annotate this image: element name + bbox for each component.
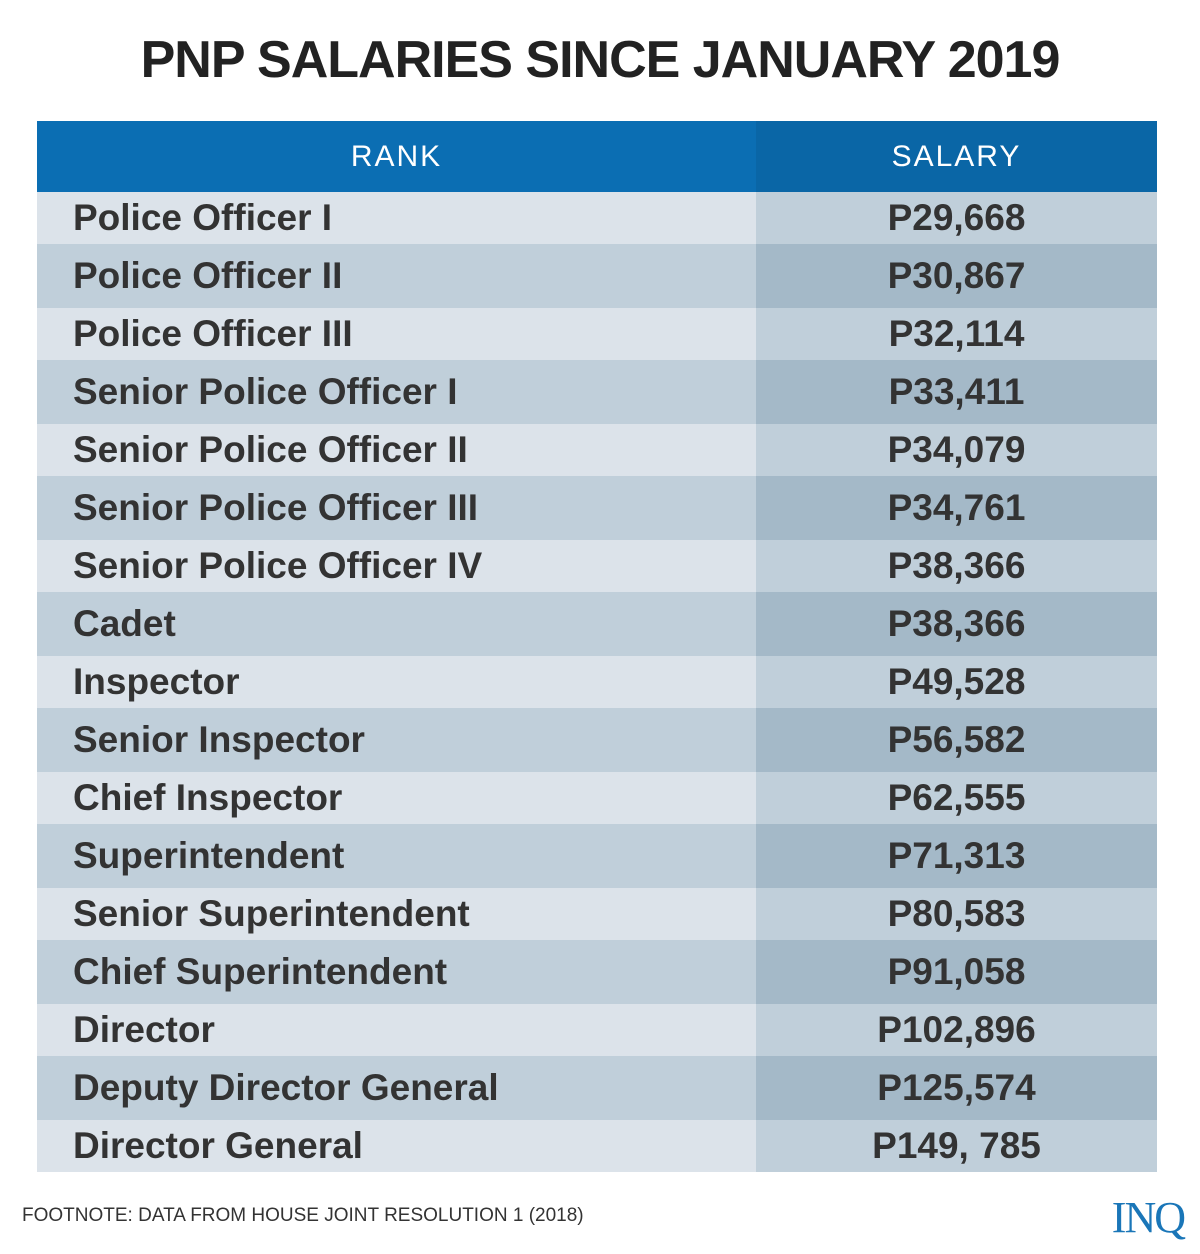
page-title: PNP SALARIES SINCE JANUARY 2019: [140, 31, 1061, 89]
rank-cell: Senior Police Officer II: [37, 424, 756, 476]
salary-cell: P102,896: [756, 1004, 1157, 1056]
table-row: Cadet P38,366: [37, 592, 1157, 656]
salary-table: RANK SALARY Police Officer I P29,668 Polic…: [37, 121, 1157, 1172]
table-row: Police Officer II P30,867: [37, 244, 1157, 308]
table-row: Senior Inspector P56,582: [37, 708, 1157, 772]
table-row: Senior Police Officer I P33,411: [37, 360, 1157, 424]
table-header: RANK SALARY: [37, 121, 1157, 192]
salary-cell: P80,583: [756, 888, 1157, 940]
salary-cell: P71,313: [756, 824, 1157, 888]
table-row: Chief Superintendent P91,058: [37, 940, 1157, 1004]
rank-cell: Chief Inspector: [37, 772, 756, 824]
footnote: FOOTNOTE: DATA FROM HOUSE JOINT RESOLUTI…: [22, 1205, 584, 1226]
rank-cell: Senior Inspector: [37, 708, 756, 772]
rank-cell: Deputy Director General: [37, 1056, 756, 1120]
table-row: Senior Police Officer IV P38,366: [37, 540, 1157, 592]
rank-cell: Police Officer II: [37, 244, 756, 308]
table-row: Chief Inspector P62,555: [37, 772, 1157, 824]
table-row: Inspector P49,528: [37, 656, 1157, 708]
rank-cell: Police Officer III: [37, 308, 756, 360]
column-header-salary: SALARY: [756, 121, 1157, 192]
table-row: Director General P149, 785: [37, 1120, 1157, 1172]
column-header-rank: RANK: [37, 121, 756, 192]
salary-cell: P30,867: [756, 244, 1157, 308]
rank-cell: Senior Police Officer IV: [37, 540, 756, 592]
table-row: Superintendent P71,313: [37, 824, 1157, 888]
rank-cell: Senior Police Officer III: [37, 476, 756, 540]
salary-cell: P38,366: [756, 540, 1157, 592]
salary-cell: P34,079: [756, 424, 1157, 476]
salary-cell: P62,555: [756, 772, 1157, 824]
salary-cell: P125,574: [756, 1056, 1157, 1120]
rank-cell: Director General: [37, 1120, 756, 1172]
rank-cell: Superintendent: [37, 824, 756, 888]
salary-cell: P38,366: [756, 592, 1157, 656]
table-row: Senior Police Officer II P34,079: [37, 424, 1157, 476]
salary-cell: P91,058: [756, 940, 1157, 1004]
rank-cell: Inspector: [37, 656, 756, 708]
rank-cell: Police Officer I: [37, 192, 756, 244]
table-row: Senior Superintendent P80,583: [37, 888, 1157, 940]
inq-logo: INQ: [1111, 1193, 1186, 1242]
rank-cell: Chief Superintendent: [37, 940, 756, 1004]
salary-cell: P49,528: [756, 656, 1157, 708]
table-body: Police Officer I P29,668 Police Officer II…: [37, 192, 1157, 1172]
salary-cell: P29,668: [756, 192, 1157, 244]
table-row: Director P102,896: [37, 1004, 1157, 1056]
salary-cell: P32,114: [756, 308, 1157, 360]
rank-cell: Cadet: [37, 592, 756, 656]
rank-cell: Senior Police Officer I: [37, 360, 756, 424]
salary-cell: P34,761: [756, 476, 1157, 540]
table-row: Police Officer I P29,668: [37, 192, 1157, 244]
salary-cell: P56,582: [756, 708, 1157, 772]
salary-cell: P149, 785: [756, 1120, 1157, 1172]
table-row: Senior Police Officer III P34,761: [37, 476, 1157, 540]
rank-cell: Senior Superintendent: [37, 888, 756, 940]
salary-cell: P33,411: [756, 360, 1157, 424]
table-row: Police Officer III P32,114: [37, 308, 1157, 360]
rank-cell: Director: [37, 1004, 756, 1056]
table-row: Deputy Director General P125,574: [37, 1056, 1157, 1120]
